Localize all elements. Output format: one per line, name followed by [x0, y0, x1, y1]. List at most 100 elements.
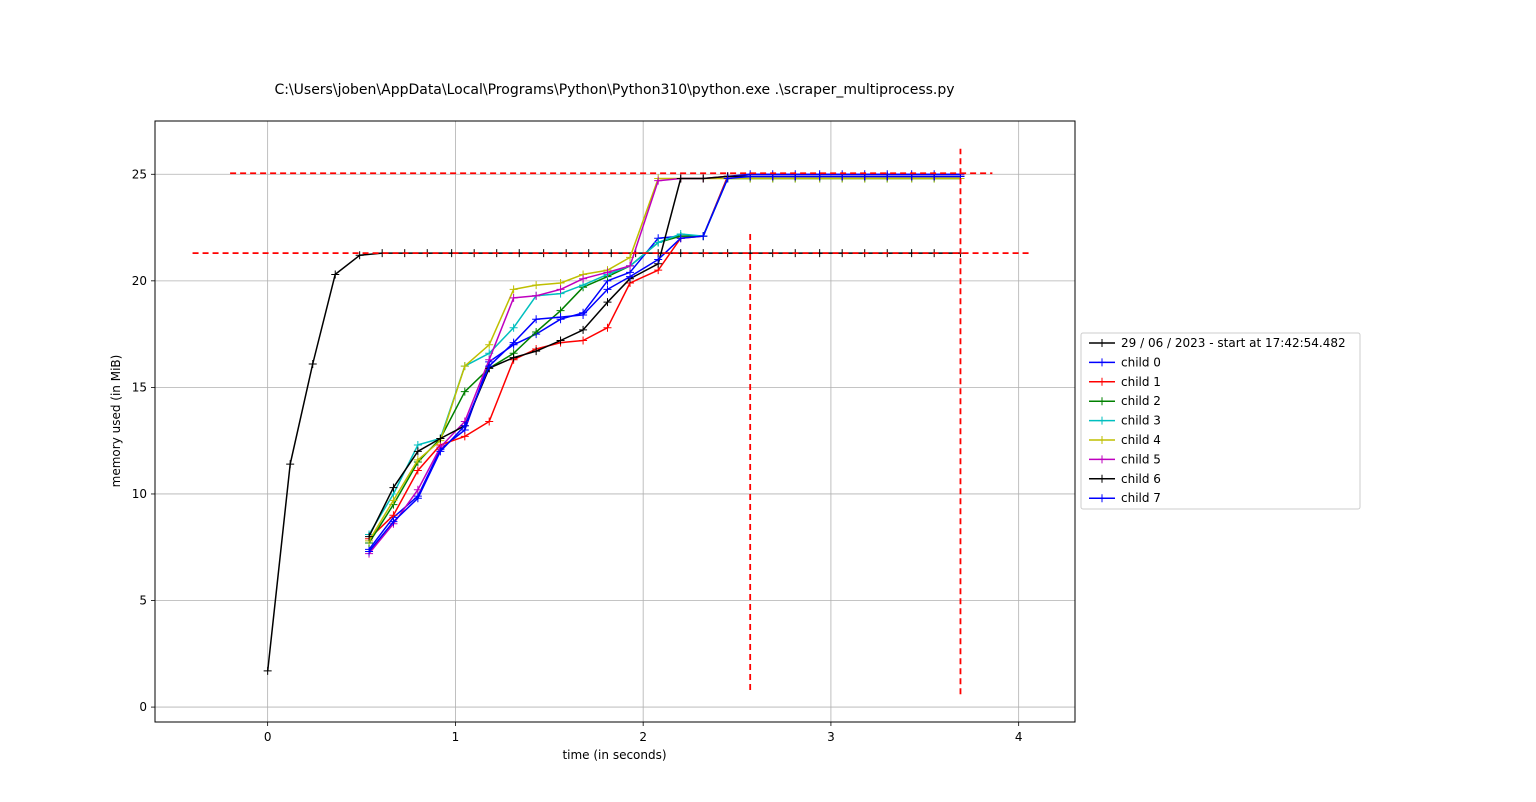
data-point — [676, 234, 685, 243]
data-point — [532, 291, 541, 300]
data-point — [460, 421, 469, 430]
legend-item: child 5 — [1089, 452, 1161, 466]
data-point — [413, 485, 422, 494]
plot-area — [154, 120, 1076, 723]
y-tick-label: 0 — [139, 700, 147, 714]
data-point — [331, 270, 340, 279]
legend-item: child 2 — [1089, 394, 1161, 408]
legend-item: child 1 — [1089, 375, 1161, 389]
reference-lines — [192, 148, 1032, 695]
data-point — [365, 532, 374, 541]
data-point — [509, 338, 518, 347]
data-point — [603, 323, 612, 332]
data-point — [365, 547, 374, 556]
data-point — [413, 466, 422, 475]
y-tick-label: 20 — [132, 274, 147, 288]
legend-label: child 0 — [1121, 355, 1161, 369]
data-point — [654, 176, 663, 185]
legend-marker — [1098, 436, 1106, 444]
x-tick-label: 2 — [639, 730, 647, 744]
data-point — [556, 313, 565, 322]
data-point — [532, 347, 541, 356]
data-point — [485, 340, 494, 349]
legend-label: child 4 — [1121, 433, 1161, 447]
data-point — [286, 460, 295, 469]
legend-label: child 1 — [1121, 375, 1161, 389]
legend-label: child 3 — [1121, 414, 1161, 428]
y-axis: 0 5 10 15 20 25 — [132, 167, 155, 714]
x-axis-label: time (in seconds) — [562, 748, 666, 762]
data-point — [413, 494, 422, 503]
data-point — [509, 293, 518, 302]
data-point — [509, 285, 518, 294]
legend-item: child 7 — [1089, 491, 1161, 505]
data-point — [603, 268, 612, 277]
plot-frame — [154, 120, 1076, 723]
data-point — [699, 174, 708, 183]
data-point — [579, 336, 588, 345]
data-point — [579, 310, 588, 319]
legend-marker — [1098, 339, 1106, 347]
data-point — [603, 298, 612, 307]
y-tick-label: 5 — [139, 594, 147, 608]
data-point — [485, 362, 494, 371]
data-point — [509, 353, 518, 362]
series-8 — [365, 172, 965, 556]
data-point — [389, 483, 398, 492]
y-tick-label: 15 — [132, 380, 147, 394]
legend-item: child 6 — [1089, 472, 1161, 486]
data-point — [460, 362, 469, 371]
data-point — [815, 172, 824, 181]
data-point — [413, 455, 422, 464]
y-tick-label: 25 — [132, 167, 147, 181]
data-point — [723, 174, 732, 183]
legend-label: child 2 — [1121, 394, 1161, 408]
legend-label: 29 / 06 / 2023 - start at 17:42:54.482 — [1121, 336, 1346, 350]
data-point — [308, 359, 317, 368]
data-point — [436, 447, 445, 456]
legend-marker — [1098, 474, 1106, 483]
data-point — [436, 434, 445, 443]
y-tick-label: 10 — [132, 487, 147, 501]
data-point — [532, 327, 541, 336]
data-point — [389, 496, 398, 505]
legend-marker — [1098, 358, 1106, 367]
x-axis: 0 1 2 3 4 — [264, 722, 1022, 744]
data-point — [579, 325, 588, 334]
data-point — [654, 238, 663, 247]
data-point — [556, 285, 565, 294]
data-point — [355, 251, 364, 260]
legend-item: child 0 — [1089, 355, 1161, 369]
legend-label: child 5 — [1121, 452, 1161, 466]
data-point — [579, 274, 588, 283]
legend-marker — [1098, 397, 1106, 406]
data-point — [654, 255, 663, 264]
legend-marker — [1098, 455, 1106, 464]
legend-item: child 3 — [1089, 414, 1161, 428]
legend: 29 / 06 / 2023 - start at 17:42:54.482 ch… — [1080, 332, 1361, 510]
data-point — [676, 174, 685, 183]
data-point — [532, 315, 541, 324]
data-point — [485, 417, 494, 426]
data-point — [532, 281, 541, 290]
data-point — [699, 232, 708, 241]
x-tick-label: 1 — [452, 730, 460, 744]
legend-item: child 4 — [1089, 433, 1161, 447]
legend-box — [1080, 332, 1361, 510]
legend-item: 29 / 06 / 2023 - start at 17:42:54.482 — [1089, 336, 1346, 350]
x-tick-label: 3 — [827, 730, 835, 744]
data-point — [389, 517, 398, 526]
data-point — [626, 272, 635, 281]
legend-marker — [1098, 377, 1106, 386]
data-point — [556, 336, 565, 345]
plot-background — [155, 121, 1075, 722]
legend-label: child 6 — [1121, 472, 1161, 486]
data-point — [626, 261, 635, 270]
data-point — [509, 323, 518, 332]
data-point — [603, 285, 612, 294]
x-tick-label: 0 — [264, 730, 272, 744]
data-point — [413, 447, 422, 456]
chart-title: C:\Users\joben\AppData\Local\Programs\Py… — [274, 82, 954, 98]
data-point — [460, 387, 469, 396]
